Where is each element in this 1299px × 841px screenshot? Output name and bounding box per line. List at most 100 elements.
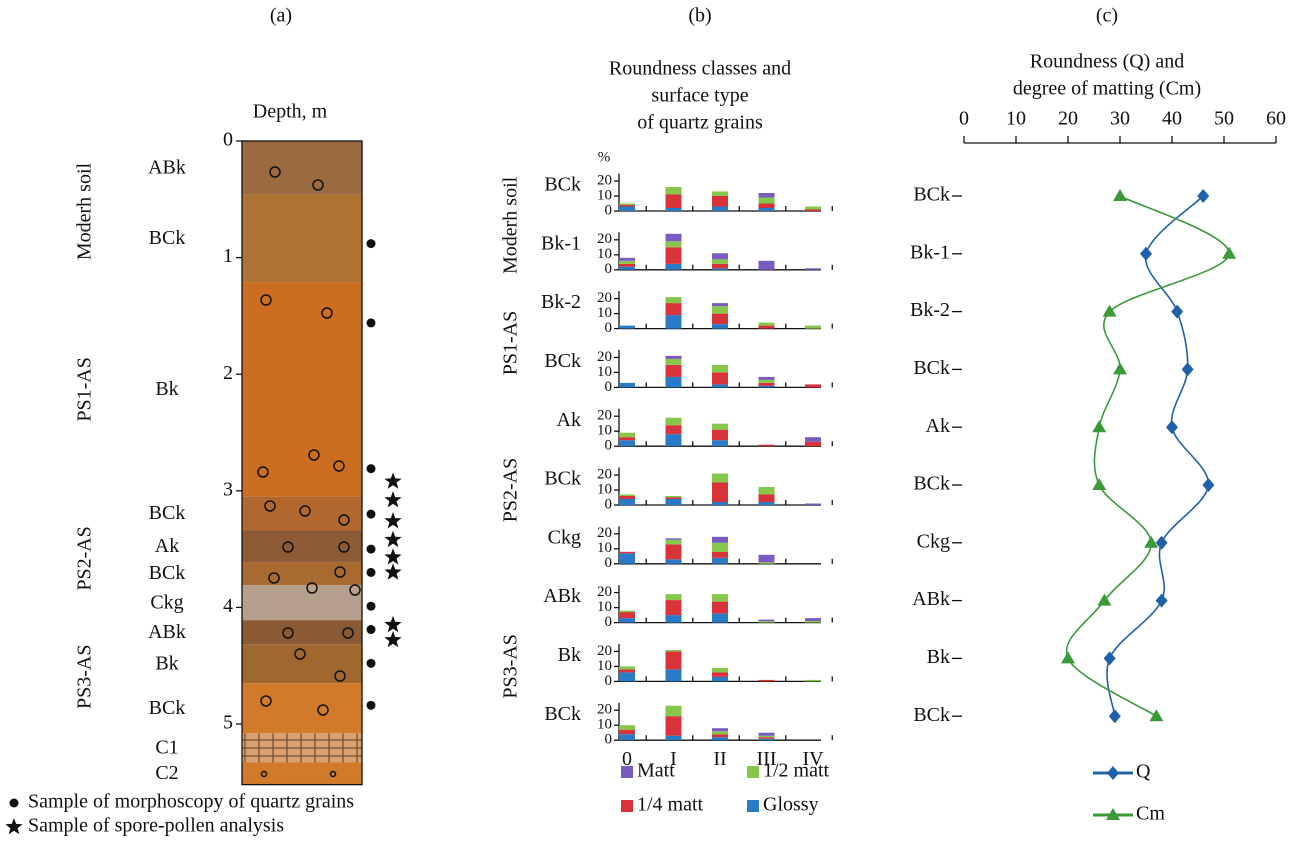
row-label: Bk-2 [541,291,581,313]
bar-segment [665,499,682,505]
sample-marker [366,318,376,328]
unit-label: PS3-AS [74,645,96,709]
point-marker [1103,651,1116,666]
y-tick-label: 10 [597,187,612,203]
y-tick-label: 10 [597,364,612,380]
y-tick-label: 0 [605,673,613,689]
bar-segment [805,325,821,329]
series-line [1065,195,1231,717]
bar-segment [665,263,682,270]
point-marker [1171,304,1184,319]
legend-label: Cm [1136,803,1165,825]
bar-segment [758,554,775,563]
point-marker [1107,766,1119,780]
panel-label: (c) [1096,5,1118,27]
y-tick-label: 3 [223,478,233,500]
x-tick-label: I [670,748,677,770]
y-tick-label: 20 [597,584,612,600]
bar-segment [758,619,775,622]
legend-symbol [5,818,23,835]
y-tick-label: 20 [597,290,612,306]
bar-segment [758,322,775,326]
bar-segment [665,716,682,736]
bar-segment [665,649,682,652]
bar-segment [712,303,728,307]
row-label: BCk [544,350,581,372]
x-tick-label: 0 [959,108,969,130]
x-tick-label: IV [802,748,824,770]
legend-swatch [621,766,633,778]
bar-segment [619,729,635,735]
bar-segment [619,666,635,670]
x-tick-label: 40 [1162,108,1182,130]
bar-segment [665,355,682,359]
y-tick-label: BCk [913,184,950,206]
bar-segment [619,499,635,505]
row-label: BCk [544,174,581,196]
bar-segment [758,193,775,198]
point-marker [1092,478,1107,490]
soil-layer [242,762,362,785]
axis-title: Depth, m [253,101,328,123]
bar-segment [665,358,682,365]
bar-segment [712,473,728,483]
bar-segment [758,738,775,741]
bar-segment [665,417,682,426]
bar-segment [712,259,728,264]
bar-segment [758,621,775,623]
x-tick-label: 20 [1058,108,1078,130]
soil-layer [242,282,362,497]
y-tick-label: 10 [597,246,612,262]
y-tick-label: 4 [223,595,233,617]
bar-segment [665,233,682,242]
unit-label: Moderh soil [74,162,96,260]
bar-segment [665,247,682,264]
chart-title: Roundness classes and [609,58,791,80]
point-marker [1222,246,1237,259]
bar-segment [712,253,728,260]
point-marker [1202,478,1215,492]
y-tick-label: 20 [597,466,612,482]
y-tick-label: 0 [605,202,613,218]
legend-symbol [9,798,19,808]
sample-marker [384,563,402,580]
legend-label: 1/4 matt [637,794,704,816]
bar-segment [665,376,682,388]
x-tick-label: 0 [622,748,632,770]
y-tick-label: 20 [597,349,612,365]
legend-label: Q [1136,761,1151,783]
y-tick-label: 1 [223,245,233,267]
y-tick-label: 20 [597,643,612,659]
point-marker [1106,808,1120,820]
sample-marker [366,509,376,519]
point-marker [1097,593,1112,606]
bar-segment [805,206,821,210]
bar-segment [805,384,821,388]
sample-marker [384,548,402,565]
bar-segment [712,734,728,738]
bar-segment [665,615,682,623]
point-marker [1166,420,1178,435]
y-tick-label: 20 [597,231,612,247]
layer-label: ABk [148,621,186,643]
bar-segment [758,562,775,564]
bar-segment [712,536,728,543]
bar-segment [758,502,775,505]
sample-marker [384,491,402,508]
bar-segment [758,487,775,495]
point-marker [1113,362,1127,375]
bar-segment [619,205,635,207]
legend-label: Matt [637,760,675,782]
layer-label: C2 [155,762,178,784]
x-tick-label: 50 [1214,108,1234,130]
row-label: Bk [558,644,581,666]
bar-segment [712,206,728,211]
bar-segment [619,382,635,388]
sample-marker [384,530,402,548]
sample-marker [366,658,376,668]
bar-segment [712,728,728,732]
y-tick-label: 0 [605,732,613,748]
bar-segment [712,191,728,196]
panel-label: (a) [270,5,292,27]
point-marker [1102,304,1117,317]
